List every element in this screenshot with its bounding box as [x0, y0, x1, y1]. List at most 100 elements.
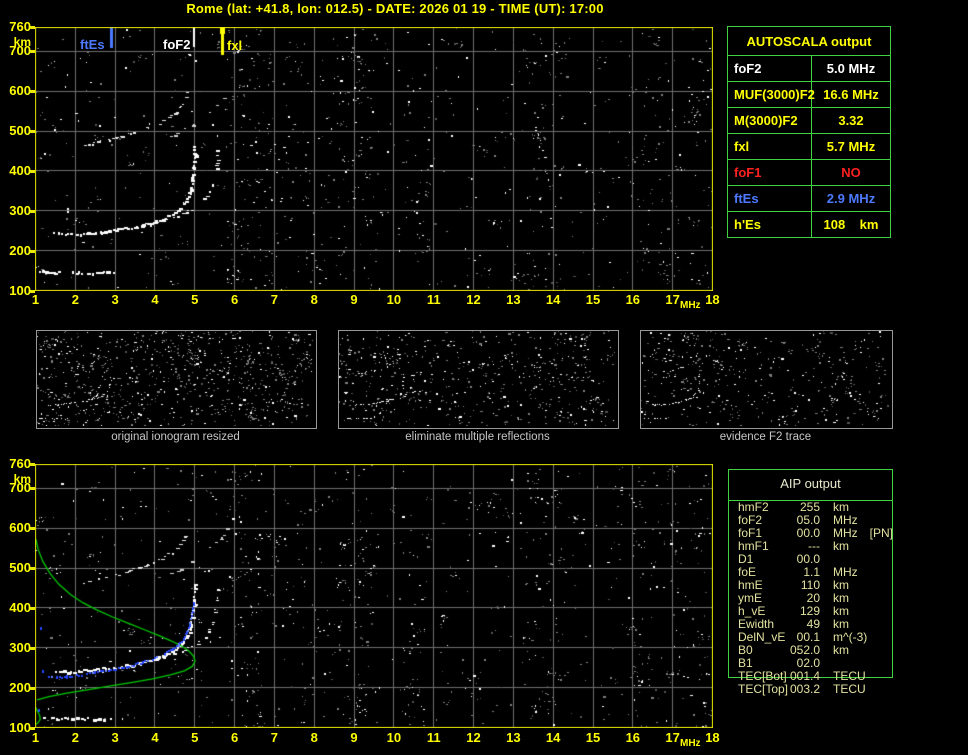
aip-row-value: 003.2	[790, 682, 821, 696]
aip-row-label: foF2	[738, 513, 763, 527]
y-tick-mark	[30, 487, 35, 490]
aip-row-label: h_vE	[738, 604, 766, 618]
aip-row: hmE 110 km	[729, 579, 894, 592]
x-tick-label: 12	[466, 730, 481, 745]
panel-original-ionogram-canvas	[37, 331, 314, 426]
y-tick-mark	[30, 26, 35, 29]
aip-row-note: [PN]	[869, 526, 894, 540]
x-axis-unit-label: MHz	[680, 300, 701, 311]
x-tick-label: 18	[705, 730, 720, 745]
x-tick-label: 5	[191, 730, 199, 745]
y-tick-label: 500	[9, 123, 31, 138]
aip-row-value: 129	[799, 604, 820, 618]
y-tick-label: 100	[9, 283, 31, 298]
aip-row-value: 49	[806, 617, 820, 631]
fxl-marker-label: fxl	[227, 38, 243, 53]
autoscala-row: foF2 5.0 MHz	[728, 55, 890, 81]
aip-row-unit: TECU	[833, 682, 866, 696]
y-axis-unit-label: km	[13, 35, 31, 49]
x-tick-label: 8	[310, 292, 318, 307]
x-tick-label: 9	[350, 730, 358, 745]
aip-row: hmF2 255 km	[729, 501, 894, 514]
x-tick-label: 7	[270, 292, 279, 307]
autoscala-row-value: NO	[841, 165, 861, 180]
aip-row-value: 05.0	[796, 513, 820, 527]
y-tick-label: 600	[9, 83, 31, 98]
aip-row: D1 00.0	[729, 553, 894, 566]
y-tick-label: 400	[9, 600, 31, 615]
autoscala-row: M(3000)F2 3.32	[728, 107, 890, 133]
aip-row: TEC[Bot] 001.4 TECU	[729, 670, 894, 683]
y-tick-mark	[30, 727, 35, 730]
fof2-marker-label: foF2	[163, 37, 191, 52]
aip-row: foE 1.1 MHz	[729, 566, 894, 579]
page-title: Rome (lat: +41.8, lon: 012.5) - DATE: 20…	[186, 1, 604, 16]
x-tick-label: 2	[71, 730, 79, 745]
autoscala-row-label: M(3000)F2	[728, 108, 812, 133]
aip-row-value: 00.0	[796, 526, 820, 540]
y-tick-mark	[30, 647, 35, 650]
aip-row-unit: MHz	[833, 513, 858, 527]
aip-row-label: hmE	[738, 578, 763, 592]
y-tick-mark	[30, 170, 35, 173]
aip-row-label: B0	[738, 643, 753, 657]
y-tick-label: 300	[9, 203, 31, 218]
aip-row-value: 02.0	[796, 656, 820, 670]
aip-row-value: 00.1	[796, 630, 820, 644]
x-tick-label: 1	[31, 730, 40, 745]
aip-row-unit: m^(-3)	[833, 630, 868, 644]
x-tick-label: 1	[31, 292, 40, 307]
x-tick-label: 4	[151, 730, 159, 745]
autoscala-row: ftEs 2.9 MHz	[728, 185, 890, 211]
autoscala-row-label: foF2	[728, 56, 812, 81]
aip-row: foF2 05.0 MHz	[729, 514, 894, 527]
aip-row: B1 02.0	[729, 657, 894, 670]
aip-row-label: DelN_vE	[738, 630, 786, 644]
x-tick-label: 12	[466, 292, 481, 307]
aip-row: TEC[Top] 003.2 TECU	[729, 683, 894, 696]
y-tick-label: 200	[9, 680, 31, 695]
y-tick-mark	[30, 567, 35, 570]
y-tick-mark	[30, 210, 35, 213]
panel-evidence-f2-canvas	[641, 331, 890, 426]
y-tick-mark	[30, 290, 35, 293]
x-tick-label: 6	[230, 730, 239, 745]
aip-row-value: 110	[800, 578, 820, 592]
aip-row-label: B1	[738, 656, 753, 670]
panel-evidence-f2	[640, 330, 893, 429]
x-tick-label: 10	[386, 292, 402, 307]
x-tick-label: 11	[426, 730, 441, 745]
aip-row: Ewidth 49 km	[729, 618, 894, 631]
autoscala-row: h'Es 108 km	[728, 211, 890, 237]
x-tick-label: 6	[230, 292, 239, 307]
aip-row-label: D1	[738, 552, 754, 566]
aip-row: ymE 20 km	[729, 592, 894, 605]
aip-row-value: ---	[808, 539, 820, 553]
y-tick-label: 500	[9, 560, 31, 575]
x-tick-label: 14	[545, 730, 561, 745]
x-tick-label: 2	[71, 292, 79, 307]
aip-row-unit: MHz	[833, 526, 858, 540]
panel-original-ionogram-caption: original ionogram resized	[111, 431, 240, 443]
x-tick-label: 3	[111, 292, 119, 307]
bottom-ionogram-canvas	[35, 464, 713, 728]
autoscala-row-value: 16.6 MHz	[823, 87, 879, 102]
aip-row-unit: km	[833, 578, 849, 592]
autoscala-table-header: AUTOSCALA output	[746, 34, 872, 49]
aip-row-unit: TECU	[833, 669, 866, 683]
autoscala-row-label: ftEs	[728, 186, 812, 211]
x-tick-label: 8	[310, 730, 318, 745]
x-tick-label: 7	[270, 730, 279, 745]
ftes-marker-label: ftEs	[80, 37, 105, 52]
autoscala-row-label: h'Es	[728, 212, 812, 237]
y-tick-mark	[30, 687, 35, 690]
aip-row-label: foE	[738, 565, 757, 579]
x-tick-label: 15	[585, 730, 601, 745]
autoscala-row: MUF(3000)F2 16.6 MHz	[728, 81, 890, 107]
aip-table-rows: hmF2 255 km foF2 05.0 MHz foF1 00.0 MHz [PN] hmF1 -…	[729, 501, 894, 696]
aip-row: B0 052.0 km	[729, 644, 894, 657]
x-tick-label: 4	[151, 292, 159, 307]
y-tick-label: 760	[9, 456, 31, 471]
y-tick-mark	[30, 607, 35, 610]
panel-eliminate-reflections	[338, 330, 619, 429]
